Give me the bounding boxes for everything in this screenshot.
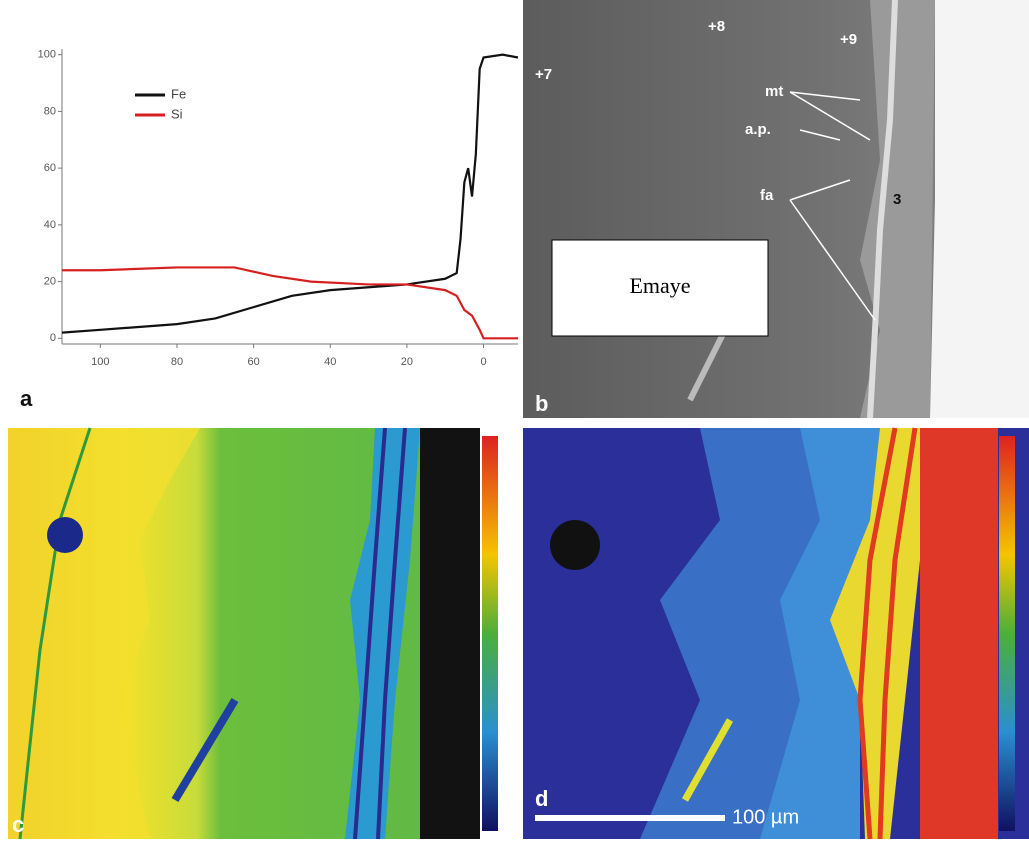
scale-label: 100 µm (732, 806, 799, 828)
colorbar (482, 436, 498, 831)
phase-label: mt (765, 83, 783, 100)
y-tick-label: 60 (44, 162, 56, 174)
map-region (420, 428, 480, 839)
point-label: +8 (708, 18, 725, 35)
phase-label: fa (760, 187, 774, 204)
point-label: 3 (893, 191, 901, 208)
y-tick-label: 40 (44, 219, 56, 231)
phase-label: a.p. (745, 121, 771, 138)
y-tick-label: 80 (44, 105, 56, 117)
y-tick-label: 0 (50, 332, 56, 344)
x-tick-label: 0 (480, 356, 486, 368)
bright-region (930, 0, 1029, 418)
x-tick-label: 60 (247, 356, 259, 368)
x-tick-label: 20 (401, 356, 413, 368)
panel-label: a (20, 386, 33, 411)
x-tick-label: 80 (171, 356, 183, 368)
figure: Emaye +7 +8 +9 mt a.p. fa 3 b c 100 µm d… (0, 0, 1029, 839)
panel-label: d (535, 786, 548, 811)
box-text: Emaye (629, 273, 690, 298)
profile-chart: 0 20 40 60 80 100 100 80 60 40 20 0 Fe Si (38, 49, 518, 368)
map-spot (47, 517, 83, 553)
map-region (920, 428, 998, 839)
colorbar (999, 436, 1015, 831)
legend-label: Si (171, 106, 183, 121)
point-label: +7 (535, 66, 552, 83)
x-tick-label: 40 (324, 356, 336, 368)
page: {"chart_data": {"type": "line", "xlim": … (0, 0, 1029, 839)
y-tick-label: 100 (38, 49, 56, 61)
point-label: +9 (840, 31, 857, 48)
legend-label: Fe (171, 86, 186, 101)
x-tick-label: 100 (91, 356, 109, 368)
data-line (62, 55, 518, 333)
panel-label: b (535, 391, 548, 416)
panel-label: c (12, 812, 24, 837)
map-spot (550, 520, 600, 570)
y-tick-label: 20 (44, 276, 56, 288)
